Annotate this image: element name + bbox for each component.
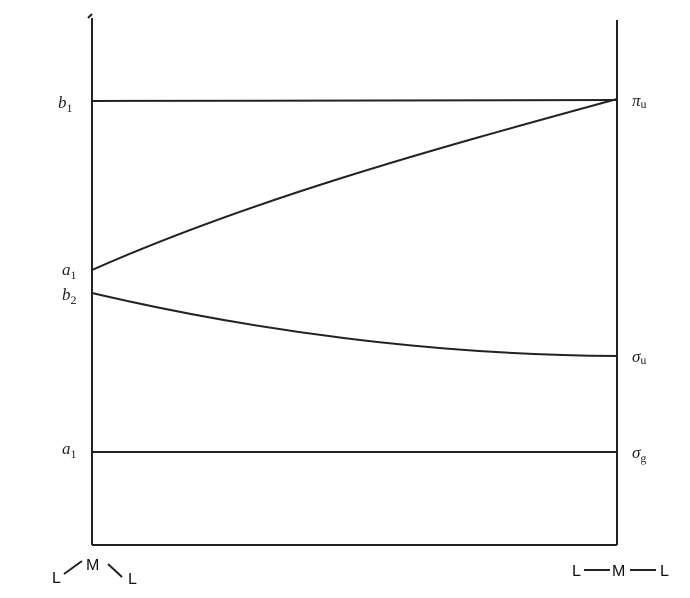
correlation-line — [91, 99, 618, 102]
level-label: b1 — [58, 93, 73, 115]
level-label: a1 — [62, 260, 77, 282]
bond — [63, 560, 83, 575]
bond — [107, 563, 123, 578]
atom-label: L — [660, 563, 669, 580]
atom-label: L — [52, 570, 61, 587]
level-label: a1 — [62, 439, 77, 461]
axis-tip — [87, 13, 93, 19]
level-label: b2 — [62, 285, 77, 307]
level-label: σu — [632, 347, 646, 367]
atom-label: L — [128, 571, 137, 588]
correlation-line — [91, 98, 618, 271]
level-label: πu — [632, 91, 647, 111]
correlation-line — [91, 292, 618, 357]
level-label: σg — [632, 443, 646, 465]
atom-label: M — [86, 557, 99, 574]
atom-label: L — [572, 563, 581, 580]
atom-label: M — [612, 563, 625, 580]
